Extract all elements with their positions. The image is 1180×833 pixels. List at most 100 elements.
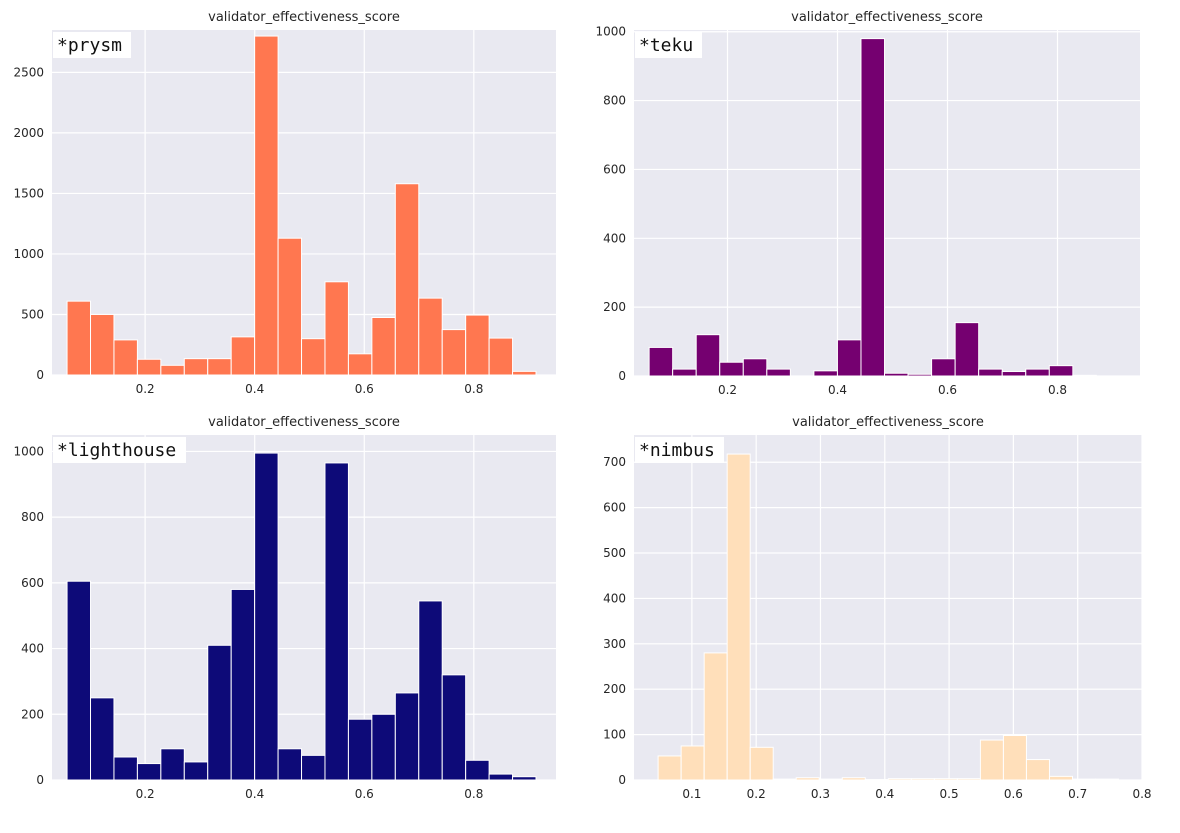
histogram-bar xyxy=(1096,779,1119,780)
histogram-bar xyxy=(325,282,348,375)
chart-title: validator_effectiveness_score xyxy=(791,10,983,25)
x-tick-label: 0.8 xyxy=(1048,383,1067,397)
histogram-bar xyxy=(979,369,1003,376)
y-tick-label: 500 xyxy=(21,307,44,321)
histogram-bar xyxy=(750,747,773,780)
histogram-bar xyxy=(114,757,137,780)
histogram-bar xyxy=(842,778,865,780)
histogram-bar xyxy=(442,675,465,780)
x-tick-label: 0.2 xyxy=(718,383,737,397)
y-tick-label: 600 xyxy=(21,576,44,590)
histogram-bar xyxy=(489,338,512,375)
y-tick-label: 0 xyxy=(618,773,626,787)
histogram-bar xyxy=(837,340,861,376)
histogram-bar xyxy=(114,340,137,375)
panel-tag-label: *nimbus xyxy=(639,440,715,461)
histogram-bar xyxy=(466,760,489,780)
histogram-bar xyxy=(1026,760,1049,780)
panel-tag-label: *lighthouse xyxy=(57,440,176,461)
y-tick-label: 200 xyxy=(21,707,44,721)
x-tick-label: 0.6 xyxy=(938,383,957,397)
histogram-bar xyxy=(231,589,254,780)
histogram-bar xyxy=(161,749,184,780)
histogram-bar xyxy=(184,359,207,375)
x-tick-label: 0.7 xyxy=(1068,787,1087,801)
histogram-bar xyxy=(649,347,673,376)
panel-tag-label: *prysm xyxy=(57,35,122,56)
y-tick-label: 0 xyxy=(36,368,44,382)
histogram-bar xyxy=(704,653,727,780)
histogram-bar xyxy=(932,359,956,376)
y-tick-label: 400 xyxy=(21,642,44,656)
histogram-bar xyxy=(278,749,301,780)
histogram-bar xyxy=(91,314,114,375)
x-tick-label: 0.2 xyxy=(136,382,155,396)
histogram-bar xyxy=(819,779,842,780)
histogram-bar xyxy=(419,298,442,375)
x-tick-label: 0.6 xyxy=(1004,787,1023,801)
histogram-bar xyxy=(681,746,704,780)
y-tick-label: 400 xyxy=(603,591,626,605)
y-tick-label: 200 xyxy=(603,300,626,314)
histogram-bar xyxy=(372,318,395,376)
histogram-bar xyxy=(743,359,767,376)
histogram-bar xyxy=(302,339,325,375)
chart-title: validator_effectiveness_score xyxy=(208,415,400,430)
histogram-bar xyxy=(1049,366,1073,376)
y-tick-label: 800 xyxy=(603,94,626,108)
y-tick-label: 200 xyxy=(603,682,626,696)
histogram-bar xyxy=(513,371,536,375)
y-tick-label: 2500 xyxy=(13,65,44,79)
histogram-bar xyxy=(1003,736,1026,780)
histogram-bar xyxy=(208,645,231,780)
histogram-bar xyxy=(278,238,301,375)
plot-area xyxy=(52,435,556,780)
x-tick-label: 0.6 xyxy=(355,382,374,396)
histogram-bar xyxy=(91,698,114,780)
x-tick-label: 0.1 xyxy=(682,787,701,801)
histogram-bar xyxy=(934,779,957,780)
histogram-bar xyxy=(773,779,796,780)
histogram-bar xyxy=(980,740,1003,780)
histogram-bar xyxy=(513,777,536,780)
histogram-bar xyxy=(161,365,184,375)
histogram-bar xyxy=(442,330,465,375)
histogram-bar xyxy=(395,184,418,375)
histogram-bar xyxy=(957,779,980,780)
x-tick-label: 0.5 xyxy=(940,787,959,801)
y-tick-label: 0 xyxy=(36,773,44,787)
x-tick-label: 0.8 xyxy=(464,382,483,396)
histogram-bar xyxy=(348,354,371,375)
histogram-bar xyxy=(137,764,160,780)
panel-tag-label: *teku xyxy=(639,35,693,56)
x-tick-label: 0.8 xyxy=(1132,787,1151,801)
y-tick-label: 400 xyxy=(603,231,626,245)
histogram-bar xyxy=(208,359,231,375)
y-tick-label: 0 xyxy=(618,369,626,383)
histogram-bar xyxy=(673,369,697,376)
y-tick-label: 1000 xyxy=(13,247,44,261)
histogram-bar xyxy=(231,337,254,375)
x-tick-label: 0.3 xyxy=(811,787,830,801)
y-tick-label: 300 xyxy=(603,637,626,651)
x-tick-label: 0.2 xyxy=(136,787,155,801)
histogram-bar xyxy=(908,374,932,376)
y-tick-label: 2000 xyxy=(13,126,44,140)
histogram-bar xyxy=(814,371,838,376)
histogram-bar xyxy=(861,39,885,376)
x-tick-label: 0.4 xyxy=(245,787,264,801)
histogram-bar xyxy=(1072,779,1095,780)
histogram-bar xyxy=(696,335,720,376)
histogram-bar xyxy=(348,719,371,780)
histogram-bar xyxy=(419,601,442,780)
histogram-bar xyxy=(466,315,489,375)
histogram-bar xyxy=(955,323,979,376)
histogram-bar xyxy=(767,369,791,376)
chart-title: validator_effectiveness_score xyxy=(792,415,984,430)
histogram-bar xyxy=(255,36,278,375)
x-tick-label: 0.4 xyxy=(245,382,264,396)
